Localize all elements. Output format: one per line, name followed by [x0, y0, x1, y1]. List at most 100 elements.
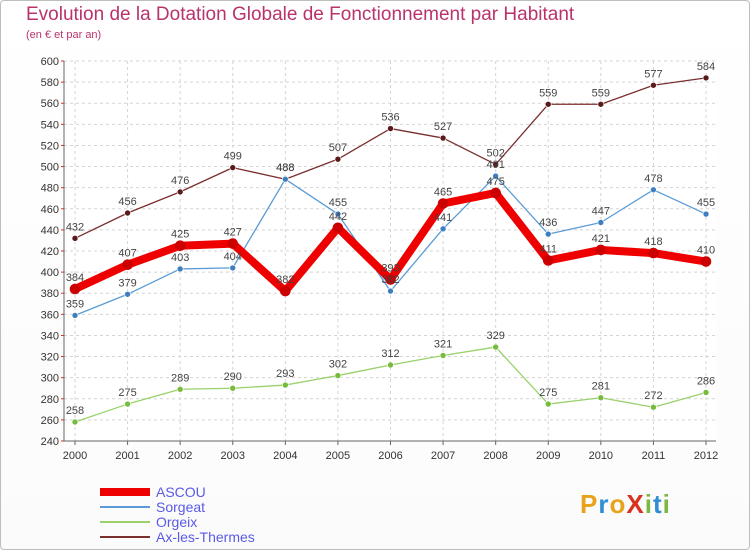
- data-label: 577: [644, 68, 662, 80]
- data-point: [282, 175, 289, 183]
- data-label: 584: [697, 61, 715, 73]
- data-point: [282, 381, 289, 389]
- x-tick-label: 2010: [589, 450, 613, 462]
- data-point: [700, 256, 712, 267]
- logo-letter: o: [609, 489, 627, 519]
- data-label: 407: [118, 248, 136, 260]
- data-point: [229, 164, 237, 171]
- data-point: [437, 198, 449, 209]
- legend-label: Ax-les-Thermes: [156, 529, 255, 545]
- chart-title: Evolution de la Dotation Globale de Fonc…: [26, 4, 575, 25]
- data-label: 478: [644, 173, 662, 185]
- data-point: [702, 210, 710, 218]
- data-point: [597, 100, 605, 108]
- legend-label: ASCOU: [156, 484, 206, 500]
- legend-label: Orgeix: [156, 514, 197, 530]
- chart-subtitle: (en € et par an): [26, 29, 102, 41]
- data-label: 432: [66, 221, 84, 233]
- data-label: 436: [539, 217, 557, 229]
- data-point: [229, 264, 237, 272]
- data-label: 499: [224, 151, 242, 163]
- data-point: [124, 209, 131, 217]
- data-point: [648, 247, 659, 259]
- y-tick-label: 340: [41, 330, 59, 342]
- data-point: [492, 161, 499, 168]
- data-label: 258: [66, 405, 84, 417]
- data-point: [542, 255, 554, 266]
- data-point: [176, 188, 184, 196]
- x-tick-label: 2002: [168, 450, 192, 462]
- y-tick-label: 520: [41, 140, 59, 152]
- x-tick-label: 2005: [326, 450, 350, 462]
- x-tick-label: 2011: [642, 450, 666, 462]
- data-point: [439, 134, 447, 142]
- data-label: 329: [486, 330, 504, 342]
- x-tick-label: 2004: [273, 450, 297, 462]
- data-label: 507: [329, 142, 347, 154]
- logo-letter: i: [662, 489, 671, 519]
- data-point: [650, 186, 657, 194]
- y-tick-label: 260: [41, 415, 59, 427]
- y-tick-label: 440: [41, 225, 59, 237]
- logo-letter: r: [598, 489, 610, 519]
- data-point: [387, 361, 394, 369]
- data-point: [597, 219, 605, 226]
- data-label: 382: [276, 274, 294, 286]
- x-tick-label: 2001: [115, 450, 139, 462]
- data-label: 488: [276, 162, 294, 174]
- y-tick-label: 320: [41, 352, 59, 364]
- logo-letter: P: [580, 489, 599, 519]
- y-tick-label: 580: [41, 77, 59, 89]
- data-label: 411: [539, 244, 557, 256]
- data-point: [174, 240, 186, 252]
- x-tick-label: 2000: [63, 450, 87, 462]
- data-label: 302: [329, 359, 347, 371]
- x-tick-label: 2012: [694, 450, 718, 462]
- data-point: [544, 230, 552, 238]
- data-point: [544, 400, 552, 408]
- data-point: [332, 222, 344, 234]
- data-point: [650, 403, 657, 411]
- data-label: 465: [434, 187, 452, 199]
- data-label: 272: [644, 390, 662, 402]
- data-point: [334, 210, 342, 218]
- data-point: [122, 259, 133, 271]
- data-point: [439, 225, 447, 233]
- series-ascou: [69, 187, 712, 297]
- data-point: [71, 235, 79, 242]
- y-tick-label: 280: [41, 394, 59, 406]
- x-tick-label: 2006: [378, 450, 402, 462]
- data-point: [69, 283, 81, 295]
- data-point: [439, 352, 447, 359]
- y-tick-label: 420: [41, 246, 59, 258]
- data-point: [597, 394, 605, 402]
- data-label: 275: [118, 387, 136, 399]
- data-point: [71, 418, 79, 426]
- data-point: [124, 290, 131, 298]
- data-label: 559: [592, 87, 610, 99]
- y-tick-label: 400: [41, 267, 59, 279]
- x-tick-label: 2008: [483, 450, 507, 462]
- data-point: [334, 372, 342, 379]
- data-label: 502: [486, 147, 504, 159]
- data-label: 455: [697, 197, 715, 209]
- y-tick-label: 480: [41, 183, 59, 195]
- x-tick-label: 2007: [431, 450, 455, 462]
- y-tick-label: 540: [41, 119, 59, 131]
- y-tick-label: 360: [41, 309, 59, 321]
- data-label: 491: [486, 159, 504, 171]
- series-ax-les-thermes: [71, 74, 710, 242]
- data-label: 488: [276, 162, 294, 174]
- data-label: 455: [329, 197, 347, 209]
- data-point: [702, 389, 710, 396]
- logo-letter: X: [626, 489, 645, 519]
- series-sorgeat: [71, 172, 710, 319]
- data-label: 527: [434, 121, 452, 133]
- data-label: 379: [118, 277, 136, 289]
- data-point: [176, 385, 184, 393]
- data-label: 418: [644, 236, 662, 248]
- data-label: 536: [381, 112, 399, 124]
- data-label: 384: [66, 272, 84, 284]
- proxiti-logo: ProXiti: [580, 489, 671, 520]
- y-tick-label: 560: [41, 98, 59, 110]
